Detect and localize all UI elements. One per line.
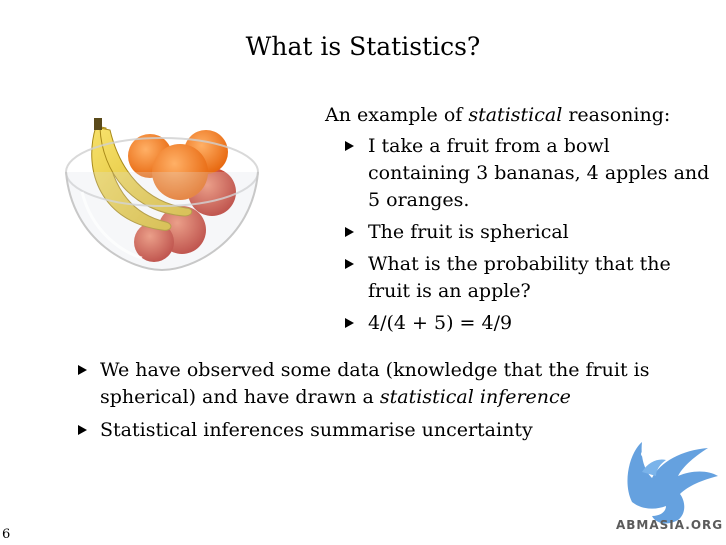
conclusion-bullet: Statistical inferences summarise uncerta… bbox=[78, 417, 698, 444]
triangle-bullet-icon bbox=[345, 141, 354, 151]
example-bullet: 4/(4 + 5) = 4/9 bbox=[325, 310, 715, 337]
intro-text-start: An example of bbox=[325, 104, 469, 126]
conclusion-bullet: We have observed some data (knowledge th… bbox=[78, 357, 698, 411]
example-bullet: I take a fruit from a bowl containing 3 … bbox=[325, 133, 715, 214]
bullet-text: The fruit is spherical bbox=[368, 221, 569, 243]
conclusion-text: We have observed some data (knowledge th… bbox=[100, 359, 650, 408]
conclusion-text: Statistical inferences summarise uncerta… bbox=[100, 419, 533, 441]
example-bullet: The fruit is spherical bbox=[325, 219, 715, 246]
triangle-bullet-icon bbox=[345, 318, 354, 328]
triangle-bullet-icon bbox=[345, 227, 354, 237]
bullet-text: What is the probability that the fruit i… bbox=[368, 253, 671, 302]
fruit-bowl-image bbox=[65, 118, 259, 272]
example-block: An example of statistical reasoning: I t… bbox=[325, 102, 715, 342]
conclusions-block: We have observed some data (knowledge th… bbox=[78, 357, 698, 450]
bullet-text: 4/(4 + 5) = 4/9 bbox=[368, 312, 513, 334]
conclusion-emphasis: statistical inference bbox=[379, 386, 571, 408]
bullet-text: I take a fruit from a bowl containing 3 … bbox=[368, 135, 710, 211]
conclusion-bullets: We have observed some data (knowledge th… bbox=[78, 357, 698, 444]
example-intro: An example of statistical reasoning: bbox=[325, 102, 715, 129]
intro-emphasis: statistical bbox=[468, 104, 563, 126]
griffin-logo-icon bbox=[627, 442, 718, 524]
intro-text-end: reasoning: bbox=[562, 104, 671, 126]
triangle-bullet-icon bbox=[78, 365, 87, 375]
example-bullets: I take a fruit from a bowl containing 3 … bbox=[325, 133, 715, 337]
watermark-text: ABMASIA.ORG bbox=[616, 518, 724, 532]
page-number: 6 bbox=[2, 527, 11, 542]
example-bullet: What is the probability that the fruit i… bbox=[325, 251, 715, 305]
triangle-bullet-icon bbox=[78, 425, 87, 435]
slide-title: What is Statistics? bbox=[245, 32, 481, 61]
triangle-bullet-icon bbox=[345, 259, 354, 269]
